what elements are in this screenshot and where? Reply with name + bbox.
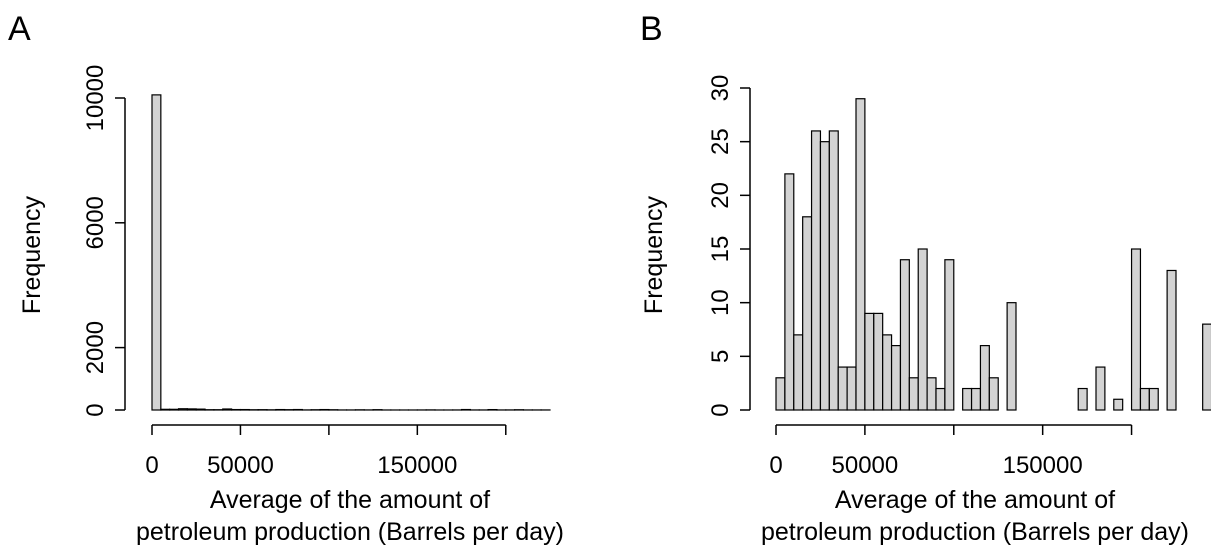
panel-b-bar (1006, 302, 1017, 411)
panel-b-bar (1202, 323, 1211, 411)
panel-b-bar (926, 377, 937, 411)
panel-a-x-tick-label: 0 (145, 452, 158, 479)
panel-b-y-tick-label: 25 (707, 128, 734, 155)
panel-a-bar (169, 408, 180, 411)
panel-b-bar (810, 130, 822, 411)
panel-b-bar (1077, 387, 1088, 411)
panel-b-bar (944, 259, 955, 411)
panel-a-bar (177, 408, 188, 411)
panel-b-bar (775, 377, 786, 411)
panel-a-x-axis: 0 50000 150000 (145, 424, 507, 479)
panel-b-bar (1130, 248, 1142, 411)
panel-a: A Frequency Average of the amount of pet… (8, 10, 564, 546)
panel-b-bar (1139, 387, 1150, 411)
panel-b-x-tick-label: 150000 (1003, 452, 1083, 479)
panel-b-x-axis-title-line-2: petroleum production (Barrels per day) (761, 518, 1189, 546)
panel-b-x-axis-title-line-1: Average of the amount of (835, 486, 1115, 514)
panel-a-label: A (8, 10, 31, 48)
panel-b-bar (935, 387, 946, 411)
panel-a-x-axis-title-line-1: Average of the amount of (210, 486, 490, 514)
panel-b-bar (882, 334, 893, 411)
panel-a-x-tick-label: 150000 (377, 452, 457, 479)
panel-b-bar (828, 130, 839, 411)
panel-b-x-tick-label: 0 (769, 452, 782, 479)
panel-b-y-tick-label: 10 (707, 289, 734, 316)
panel-a-bar (186, 408, 197, 411)
panel-a-bars (151, 94, 551, 411)
panel-b-bar (970, 387, 982, 411)
panel-b-bar (846, 366, 857, 411)
panel-b-y-tick-label: 0 (707, 403, 734, 416)
panel-a-y-tick-label: 10000 (82, 65, 109, 132)
panel-b-bar (793, 334, 804, 411)
panel-b-bar (1148, 387, 1159, 411)
panel-a-bar (160, 408, 171, 411)
panel-b-y-axis-title: Frequency (640, 195, 668, 314)
panel-b-y-tick-label: 20 (707, 182, 734, 209)
panel-a-bar (151, 94, 162, 411)
panel-a-bar (195, 408, 206, 411)
panel-a-x-tick-label: 50000 (207, 452, 274, 479)
panel-b-bar (917, 248, 928, 411)
panel-b-y-tick-label: 5 (707, 350, 734, 363)
panel-b: B Frequency Average of the amount of pet… (640, 10, 1211, 546)
panel-a-y-tick-label: 2000 (82, 321, 109, 374)
panel-b-bar (802, 216, 813, 411)
panel-a-y-axis: 0 2000 6000 10000 (82, 65, 126, 417)
panel-a-x-axis-title-line-2: petroleum production (Barrels per day) (136, 518, 564, 546)
panel-b-bar (1095, 366, 1106, 411)
panel-b-bar (873, 312, 884, 411)
panel-b-bar (979, 345, 990, 411)
panel-b-bar (1113, 398, 1124, 411)
panel-b-bar (962, 387, 973, 411)
panel-b-label: B (640, 10, 663, 48)
panel-b-x-tick-label: 50000 (832, 452, 899, 479)
panel-b-bar (837, 366, 848, 411)
panel-b-bar (855, 98, 866, 411)
panel-b-bar (784, 173, 795, 411)
panel-b-y-tick-label: 30 (707, 75, 734, 102)
panel-a-bar (222, 408, 233, 411)
panel-b-y-tick-label: 15 (707, 236, 734, 263)
panel-a-y-tick-label: 6000 (82, 196, 109, 249)
panel-b-bar (988, 377, 999, 411)
panel-b-x-axis: 0 50000 150000 (769, 424, 1133, 479)
panel-b-bar (864, 312, 875, 411)
panel-b-bars (775, 98, 1211, 411)
panel-b-bar (890, 345, 902, 411)
panel-b-y-axis: 0 5 10 15 20 25 30 (707, 75, 751, 417)
panel-a-y-axis-title: Frequency (18, 195, 46, 314)
panel-b-bar (819, 141, 830, 411)
panel-b-bar (1166, 269, 1177, 411)
panel-b-bar (899, 259, 910, 411)
panel-b-bar (908, 377, 919, 411)
panel-a-y-tick-label: 0 (82, 403, 109, 416)
